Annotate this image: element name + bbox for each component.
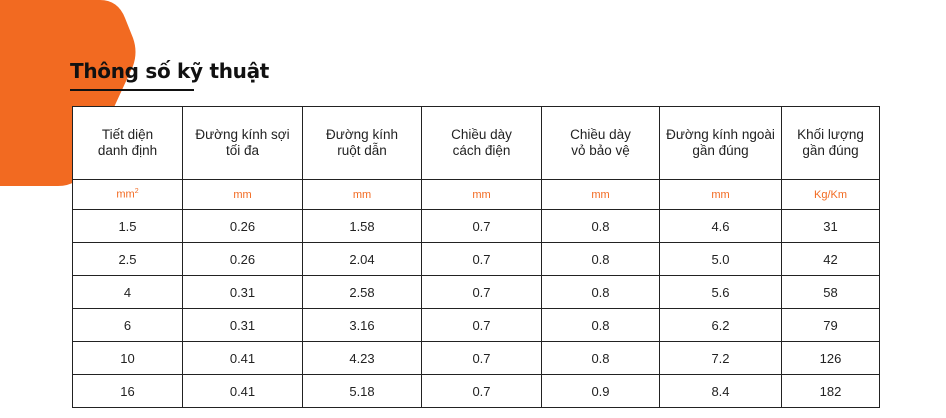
table-cell: 0.7 <box>421 209 542 243</box>
column-header: Khối lượng gần đúng <box>781 106 880 180</box>
table-cell: 4.6 <box>659 209 782 243</box>
unit-label: mm <box>352 188 372 201</box>
table-row: 6 0.31 3.16 0.7 0.8 6.2 79 <box>72 308 880 342</box>
header-line: tối đa <box>225 143 260 158</box>
table-cell: 1.5 <box>72 209 183 243</box>
orange-corner-shape <box>0 0 136 186</box>
table-cell: 0.7 <box>421 242 542 276</box>
section-heading: Thông số kỹ thuật <box>70 58 269 91</box>
header-line: gần đúng <box>802 143 859 158</box>
header-line: cách điện <box>452 143 511 158</box>
header-line: ruột dẫn <box>337 143 387 158</box>
unit-cell: mm <box>659 179 782 210</box>
table-cell: 0.7 <box>421 374 542 408</box>
table-cell: 0.8 <box>541 275 660 309</box>
table-cell: 0.7 <box>421 341 542 375</box>
unit-cell: mm2 <box>72 179 183 210</box>
header-row: Tiết diện danh định Đường kính sợi tối đa Đư… <box>72 106 880 180</box>
header-line: Đường kính <box>326 127 398 142</box>
table-cell: 0.8 <box>541 242 660 276</box>
unit-cell: mm <box>302 179 422 210</box>
table-cell: 10 <box>72 341 183 375</box>
unit-label: Kg/Km <box>813 188 847 201</box>
table-cell: 58 <box>781 275 880 309</box>
header-line: Chiều dày <box>451 127 512 142</box>
table-cell: 2.5 <box>72 242 183 276</box>
table-cell: 0.8 <box>541 341 660 375</box>
table-cell: 2.04 <box>302 242 422 276</box>
table-cell: 16 <box>72 374 183 408</box>
unit-label: mm <box>116 188 135 201</box>
table-cell: 3.16 <box>302 308 422 342</box>
table-row: 4 0.31 2.58 0.7 0.8 5.6 58 <box>72 275 880 309</box>
table-cell: 1.58 <box>302 209 422 243</box>
header-line: Khối lượng <box>797 127 864 142</box>
table-cell: 31 <box>781 209 880 243</box>
column-header: Đường kính sợi tối đa <box>182 106 303 180</box>
unit-cell: Kg/Km <box>781 179 880 210</box>
unit-cell: mm <box>421 179 542 210</box>
units-row: mm2 mm mm mm mm mm Kg/Km <box>72 179 880 210</box>
table-body: 1.5 0.26 1.58 0.7 0.8 4.6 31 2.5 0.26 2.04 0.7 0.8 5… <box>72 209 880 408</box>
table-cell: 4.23 <box>302 341 422 375</box>
unit-cell: mm <box>541 179 660 210</box>
header-line: Tiết diện <box>101 127 154 142</box>
table-row: 1.5 0.26 1.58 0.7 0.8 4.6 31 <box>72 209 880 243</box>
table-cell: 7.2 <box>659 341 782 375</box>
table-cell: 0.31 <box>182 308 303 342</box>
unit-label: mm <box>711 188 730 201</box>
header-line: danh định <box>97 143 158 158</box>
unit-label: mm <box>233 188 252 201</box>
title-underline <box>70 89 194 91</box>
table-cell: 5.0 <box>659 242 782 276</box>
table-cell: 0.26 <box>182 242 303 276</box>
page-title: Thông số kỹ thuật <box>70 59 270 83</box>
table-cell: 126 <box>781 341 880 375</box>
table-row: 10 0.41 4.23 0.7 0.8 7.2 126 <box>72 341 880 375</box>
header-line: Đường kính ngoài <box>666 127 775 142</box>
table-cell: 0.41 <box>182 374 303 408</box>
header-line: vỏ bảo vệ <box>571 143 630 158</box>
unit-superscript: 2 <box>134 188 139 196</box>
table-cell: 2.58 <box>302 275 422 309</box>
table-row: 2.5 0.26 2.04 0.7 0.8 5.0 42 <box>72 242 880 276</box>
column-header: Đường kính ngoài gần đúng <box>659 106 782 180</box>
table-cell: 0.41 <box>182 341 303 375</box>
table-cell: 5.18 <box>302 374 422 408</box>
table-cell: 6.2 <box>659 308 782 342</box>
table-cell: 0.8 <box>541 308 660 342</box>
column-header: Đường kính ruột dẫn <box>302 106 422 180</box>
column-header: Chiều dày cách điện <box>421 106 542 180</box>
column-header: Chiều dày vỏ bảo vệ <box>541 106 660 180</box>
table-cell: 182 <box>781 374 880 408</box>
table-cell: 0.7 <box>421 275 542 309</box>
table-cell: 0.8 <box>541 209 660 243</box>
unit-label: mm <box>472 188 491 201</box>
table-cell: 5.6 <box>659 275 782 309</box>
table-cell: 42 <box>781 242 880 276</box>
header-line: Đường kính sợi <box>195 127 290 142</box>
spec-table: Tiết diện danh định Đường kính sợi tối đa Đư… <box>72 106 880 408</box>
column-header: Tiết diện danh định <box>72 106 183 180</box>
header-line: Chiều dày <box>570 127 631 142</box>
table-cell: 79 <box>781 308 880 342</box>
table-cell: 8.4 <box>659 374 782 408</box>
table-cell: 0.7 <box>421 308 542 342</box>
table-cell: 4 <box>72 275 183 309</box>
table-cell: 0.31 <box>182 275 303 309</box>
table-cell: 0.9 <box>541 374 660 408</box>
table-row: 16 0.41 5.18 0.7 0.9 8.4 182 <box>72 374 880 408</box>
header-line: gần đúng <box>692 143 749 158</box>
unit-cell: mm <box>182 179 303 210</box>
unit-label: mm <box>591 188 610 201</box>
table-cell: 6 <box>72 308 183 342</box>
table-cell: 0.26 <box>182 209 303 243</box>
